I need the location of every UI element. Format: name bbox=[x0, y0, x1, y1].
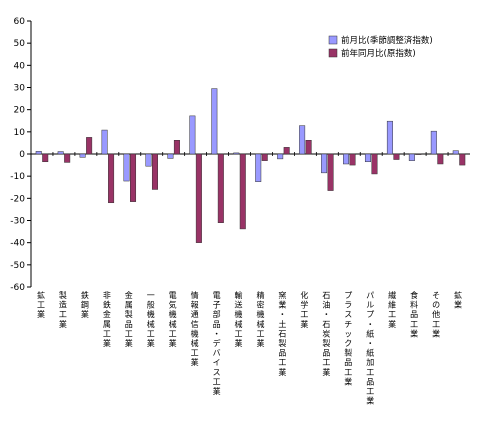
x-category-label: 鉄鋼業 bbox=[81, 290, 89, 319]
y-tick-label: 20 bbox=[14, 106, 26, 116]
legend-label-series-2: 前年同月比(原指数) bbox=[341, 48, 416, 59]
x-category-label: 製造工業 bbox=[59, 290, 67, 329]
category-labels: 鉱工業 製造工業 鉄鋼業 非鉄金属工業 金属製品工業 一般機械工業 電気機械工業 情報通信機械… bbox=[37, 290, 462, 406]
x-category-label: 情報通信機械工業 bbox=[191, 290, 199, 367]
bar-series-1 bbox=[233, 152, 240, 155]
bar-series-2 bbox=[195, 153, 202, 243]
bar-series-2 bbox=[173, 140, 180, 155]
bar-series-2 bbox=[261, 153, 268, 161]
bar-series-1 bbox=[57, 151, 64, 155]
y-tick-label: 40 bbox=[14, 61, 26, 71]
bar-series-2 bbox=[108, 153, 115, 204]
y-tick-label: 50 bbox=[14, 39, 26, 49]
bar-series-1 bbox=[452, 150, 459, 155]
bar-series-2 bbox=[437, 153, 444, 165]
bar-series-1 bbox=[211, 88, 218, 155]
x-category-label: 金属製品工業 bbox=[125, 290, 133, 348]
bar-series-2 bbox=[327, 153, 334, 191]
x-category-label: 一般機械工業 bbox=[147, 291, 155, 348]
y-tick-label: 10 bbox=[14, 128, 26, 138]
bar-series-1 bbox=[145, 153, 152, 167]
y-tick-label: 30 bbox=[14, 84, 26, 94]
y-tick-label: -60 bbox=[10, 283, 25, 293]
bar-series-2 bbox=[64, 153, 71, 163]
y-tick-label: -20 bbox=[10, 194, 25, 204]
x-category-label: 輸送機械工業 bbox=[235, 290, 243, 348]
bar-series-1 bbox=[299, 125, 306, 155]
bar-series-2 bbox=[151, 153, 158, 190]
x-category-label: プラスチック製品工業 bbox=[344, 291, 352, 386]
bar-series-1 bbox=[35, 151, 42, 155]
x-category-label: 電子部品・デバイス工業 bbox=[213, 291, 221, 396]
bar-series-1 bbox=[255, 153, 262, 182]
bar-series-2 bbox=[393, 153, 400, 160]
bar-series-1 bbox=[386, 120, 393, 155]
legend-swatch-series-2 bbox=[328, 48, 338, 58]
x-category-label: 化学工業 bbox=[300, 290, 308, 329]
bar-series-2 bbox=[283, 147, 290, 155]
bar-series-1 bbox=[101, 129, 108, 155]
x-category-label: その他工業 bbox=[432, 291, 440, 338]
chart-legend: 前月比(季節調整済指数) 前年同月比(原指数) bbox=[328, 35, 433, 59]
bar-series-2 bbox=[42, 153, 49, 163]
y-tick-label: -40 bbox=[10, 239, 25, 249]
bar-series-1 bbox=[277, 153, 284, 160]
bar-series-1 bbox=[123, 153, 130, 182]
bar-series-1 bbox=[364, 153, 371, 163]
bar-series-2 bbox=[371, 153, 378, 175]
bar-series-1 bbox=[343, 153, 350, 165]
legend-swatch-series-1 bbox=[328, 35, 338, 45]
bar-series-1 bbox=[408, 153, 415, 161]
x-category-label: 電気機械工業 bbox=[169, 291, 177, 348]
bar-series-2 bbox=[86, 137, 93, 155]
legend-label-series-1: 前月比(季節調整済指数) bbox=[341, 35, 433, 46]
x-category-label: 窯業・土石製品工業 bbox=[278, 290, 286, 377]
bar-series-1 bbox=[321, 153, 328, 174]
x-category-label: 精密機械工業 bbox=[256, 290, 264, 348]
chart-bars bbox=[35, 88, 466, 243]
bar-series-2 bbox=[239, 153, 246, 230]
bar-series-2 bbox=[305, 140, 312, 155]
x-category-label: パルプ・紙・紙加工品工業 bbox=[366, 291, 374, 406]
x-category-label: 鉱工業 bbox=[37, 290, 45, 319]
bar-series-1 bbox=[79, 153, 86, 158]
y-tick-label: -50 bbox=[10, 261, 25, 271]
bar-series-2 bbox=[349, 153, 356, 166]
x-category-label: 石油・石炭製品工業 bbox=[322, 291, 330, 377]
bar-series-1 bbox=[430, 130, 437, 155]
y-tick-label: 60 bbox=[14, 17, 26, 27]
y-tick-label: 0 bbox=[19, 150, 25, 160]
chart-axes: -60 -50 -40 -30 -20 -10 0 10 20 30 40 50 60 bbox=[10, 17, 470, 293]
x-category-label: 食料品工業 bbox=[410, 290, 418, 338]
x-category-label: 鉱業 bbox=[454, 290, 462, 310]
y-tick-label: -30 bbox=[10, 217, 25, 227]
bar-series-2 bbox=[217, 153, 224, 223]
x-category-label: 非鉄金属工業 bbox=[103, 290, 111, 348]
x-category-label: 繊維工業 bbox=[388, 290, 396, 329]
y-tick-label: -10 bbox=[10, 172, 25, 182]
bar-series-1 bbox=[189, 115, 196, 155]
bar-series-2 bbox=[415, 153, 422, 155]
bar-series-2 bbox=[459, 153, 466, 166]
bar-series-1 bbox=[167, 153, 174, 159]
bar-series-2 bbox=[130, 153, 137, 202]
